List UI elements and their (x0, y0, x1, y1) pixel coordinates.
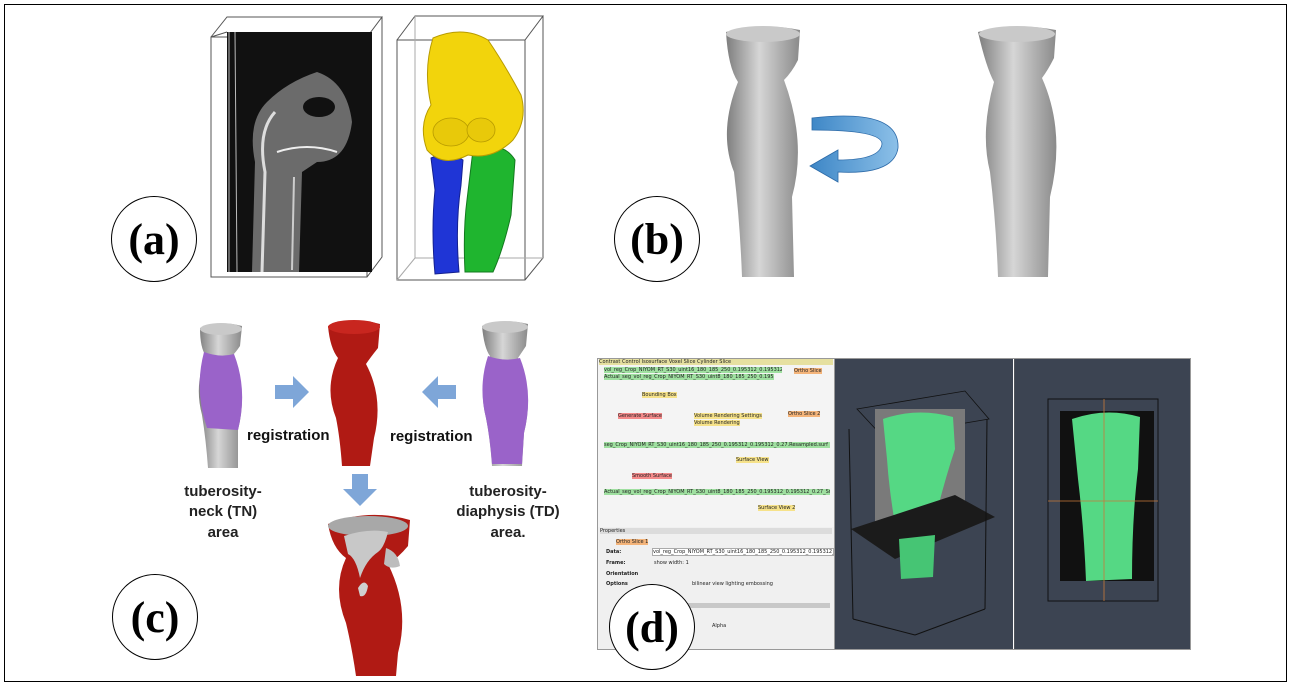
node-8[interactable]: seg_Crop_NIYOM_RT_S30_uint16_180_185_250… (604, 442, 830, 448)
panel-a-ct-volume (210, 16, 383, 278)
node-5[interactable]: Generate Surface (618, 413, 662, 419)
node-7[interactable]: Volume Rendering (694, 420, 740, 426)
td-area-label: tuberosity- diaphysis (TD) area. (456, 483, 560, 541)
registration-arrow-left-icon (422, 376, 456, 408)
prop-node[interactable]: Ortho Slice 1 (616, 539, 649, 545)
viewer-3d-right[interactable] (1014, 359, 1190, 649)
tn-area-label: tuberosity- neck (TN) area (184, 483, 262, 541)
ulna-shape (463, 146, 516, 273)
node-1[interactable]: Actual_seg_vol_reg_Crop_NIYOM_RT_S30_uin… (604, 374, 774, 380)
prop-alpha[interactable]: Alpha (712, 623, 727, 629)
panel-c-mean-bone (328, 320, 380, 466)
node-10[interactable]: Smooth Surface (632, 473, 672, 479)
prop-orientation-label: Orientation (606, 571, 639, 577)
prop-data-label: Data: (606, 549, 622, 555)
prop-data-value[interactable]: vol_reg_Crop_NIYOM_RT_S30_uint16_180_185… (652, 548, 834, 556)
registration-label-left: registration (247, 427, 330, 444)
panel-b-label: (b) (614, 196, 700, 282)
panel-a-segmented-model (396, 15, 544, 281)
node-9[interactable]: Surface View (736, 457, 769, 463)
node-2[interactable]: Bounding Box (642, 392, 677, 398)
panel-c-result-bone (328, 514, 410, 676)
panel-c-td-bone (482, 321, 529, 466)
node-6[interactable]: Volume Rendering Settings (694, 413, 762, 419)
prop-options-label: Options (606, 581, 628, 587)
prop-frame-value[interactable]: show width: 1 (654, 560, 689, 566)
node-4[interactable]: Ortho Slice 2 (788, 411, 821, 417)
radius-shape (430, 154, 464, 275)
rotation-arrow-icon (809, 115, 899, 183)
menu-tabs[interactable]: Contrast Control Isosurface Voxel Slice … (599, 359, 833, 365)
software-screenshot: Contrast Control Isosurface Voxel Slice … (597, 358, 1191, 650)
registration-arrow-down-icon (343, 474, 377, 506)
properties-title: Properties (600, 528, 832, 534)
node-0[interactable]: vol_reg_Crop_NIYOM_RT_S30_uint16_180_185… (604, 367, 782, 373)
node-12[interactable]: Surface View 2 (758, 505, 796, 511)
viewer-3d-left[interactable] (835, 359, 1013, 649)
panel-d-label: (d) (609, 584, 695, 670)
prop-frame-label: Frame: (606, 560, 626, 566)
prop-slider[interactable] (638, 603, 830, 608)
panel-c-label: (c) (112, 574, 198, 660)
registration-label-right: registration (390, 428, 473, 445)
panel-b-radius-view-back (978, 26, 1057, 278)
prop-options-value[interactable]: bilinear view lighting embossing (692, 581, 773, 587)
project-view: Contrast Control Isosurface Voxel Slice … (598, 359, 835, 527)
registration-arrow-right-icon (275, 376, 309, 408)
node-11[interactable]: Actual_seg_vol_reg_Crop_NIYOM_RT_S30_uin… (604, 489, 830, 495)
panel-a-label: (a) (111, 196, 197, 282)
panel-b-radius-view-front (726, 26, 800, 278)
figure-frame (4, 4, 1287, 682)
node-3[interactable]: Ortho Slice (794, 368, 822, 374)
panel-c-tn-bone (198, 323, 243, 468)
